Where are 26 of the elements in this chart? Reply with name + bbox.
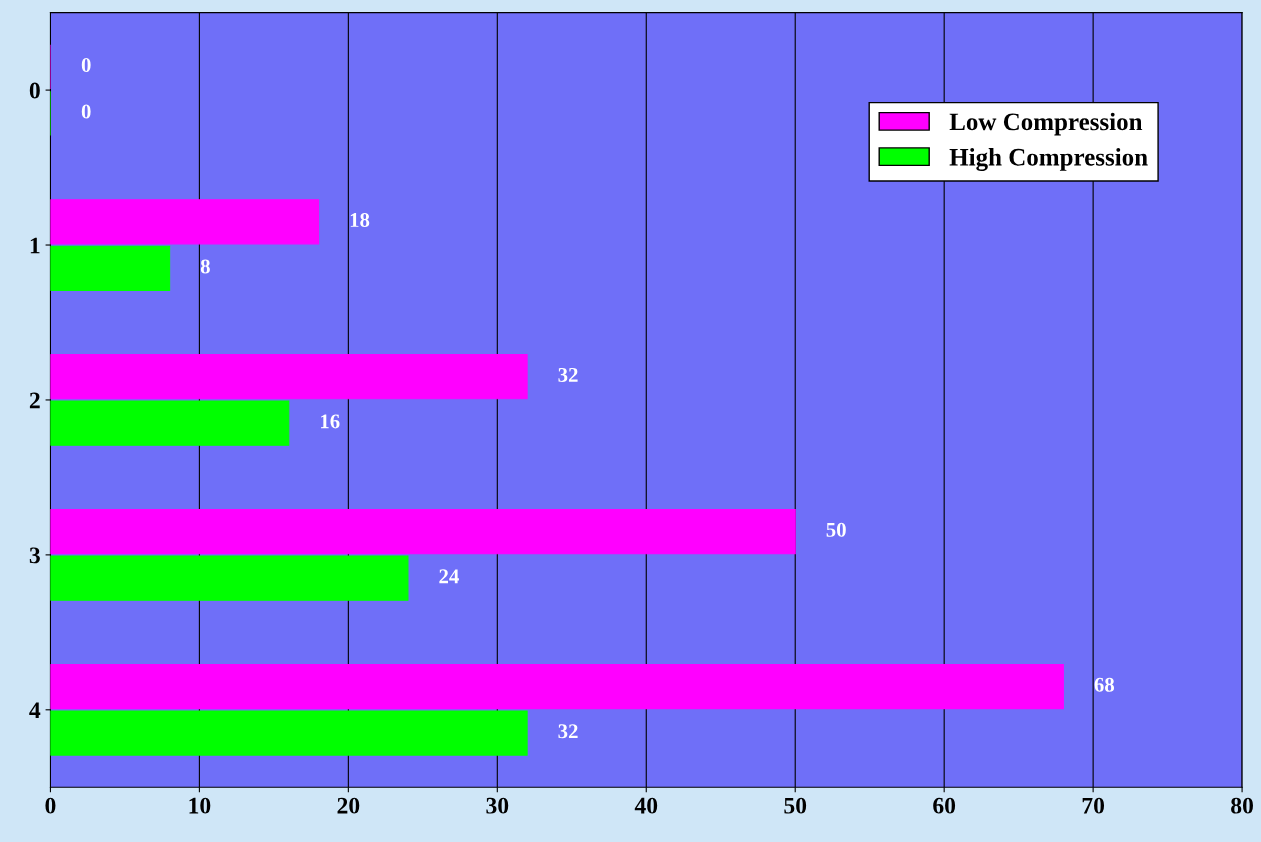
data-label: 50 — [826, 522, 846, 537]
data-label: 24 — [439, 569, 459, 584]
x-tick-label: 10 — [189, 797, 211, 814]
y-tick-label: 0 — [29, 82, 40, 99]
data-label: 16 — [320, 414, 340, 429]
data-label: 0 — [81, 58, 91, 73]
x-tick-label: 20 — [337, 797, 360, 814]
y-tick-label: 1 — [30, 237, 40, 254]
data-label: 68 — [1094, 677, 1115, 692]
x-tick-label: 70 — [1082, 797, 1105, 814]
x-tick-label: 60 — [933, 797, 956, 814]
data-label: 0 — [81, 104, 91, 119]
x-tick-label: 80 — [1231, 797, 1253, 814]
x-tick-label: 30 — [486, 797, 509, 814]
y-tick-label: 4 — [29, 702, 41, 718]
y-tick-label: 2 — [29, 392, 40, 409]
x-tick-label: 50 — [784, 797, 807, 814]
data-label: 32 — [558, 367, 578, 382]
y-tick-label: 3 — [29, 547, 40, 564]
data-label: 32 — [558, 724, 578, 739]
data-label: 8 — [200, 259, 210, 274]
legend-label: Low Compression — [949, 112, 1143, 136]
data-label: 18 — [350, 212, 370, 227]
x-tick-label: 0 — [45, 797, 56, 814]
legend-label: High Compression — [949, 148, 1148, 171]
x-tick-label: 40 — [634, 797, 658, 814]
